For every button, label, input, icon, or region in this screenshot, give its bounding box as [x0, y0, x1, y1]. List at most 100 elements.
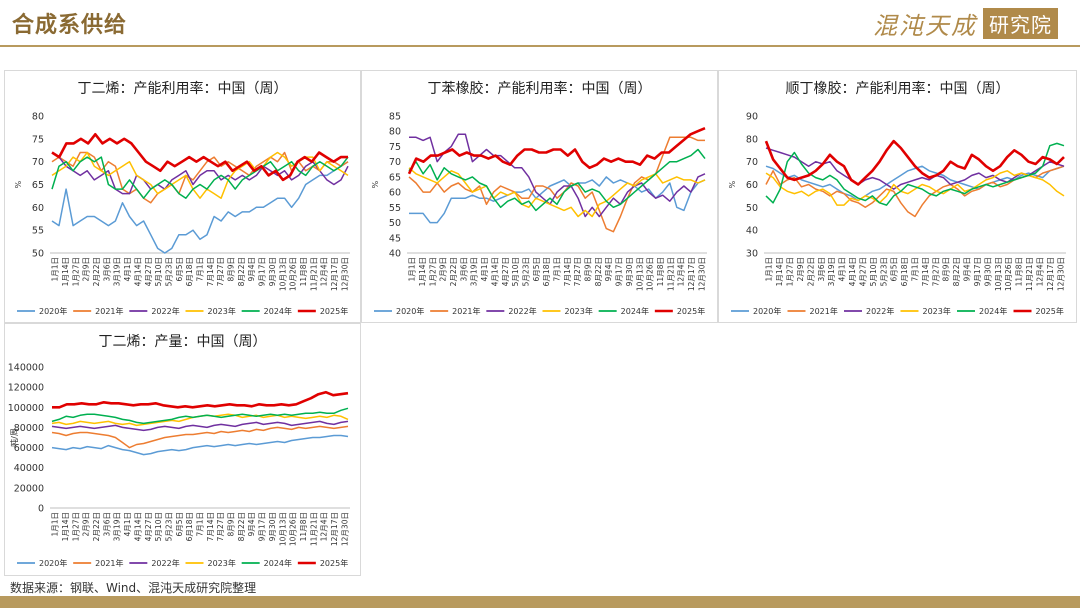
series-line-2022 [51, 151, 349, 195]
x-tick-label: 10月13日 [994, 257, 1003, 291]
x-tick-label: 5月10日 [511, 257, 520, 286]
x-tick-label: 11月21日 [309, 257, 318, 291]
series-line-2020 [51, 161, 349, 254]
x-tick-label: 9月30日 [268, 512, 277, 541]
x-tick-label: 1月1日 [51, 257, 60, 282]
x-tick-label: 12月17日 [1046, 257, 1055, 291]
y-tick-label: 0 [38, 504, 44, 515]
x-tick-label: 6月5日 [175, 257, 184, 282]
series-line-2025 [51, 132, 348, 182]
x-tick-label: 6月5日 [175, 512, 184, 537]
x-tick-label: 3月19日 [113, 257, 122, 286]
chart-title: 丁二烯：产量：中国（周） [99, 334, 267, 350]
x-tick-label: 6月5日 [890, 257, 899, 282]
x-tick-label: 8月9日 [942, 257, 951, 282]
y-tick-label: 30 [746, 249, 758, 260]
x-tick-label: 7月1日 [196, 512, 205, 537]
legend-label: 2023年 [923, 306, 951, 316]
x-tick-label: 7月27日 [931, 257, 940, 286]
legend-label: 2025年 [320, 558, 348, 568]
x-tick-label: 11月8日 [1015, 257, 1024, 286]
x-tick-label: 5月10日 [154, 512, 163, 541]
y-tick-label: 80000 [14, 423, 44, 434]
y-tick-label: 60 [389, 188, 401, 199]
x-tick-label: 4月27日 [144, 512, 153, 541]
y-tick-label: 75 [389, 142, 401, 153]
page-header: 合成系供给 混沌天成 研究院 [0, 0, 1080, 48]
x-tick-label: 10月13日 [278, 512, 287, 546]
chart-sbr-utilization: 丁苯橡胶：产能利用率：中国（周） 40 45 50 55 60 65 70 75 80 85% 1月1… [371, 80, 707, 316]
series-line-2023 [765, 170, 1065, 206]
y-tick-label: 20000 [14, 483, 44, 494]
x-tick-label: 6月5日 [532, 257, 541, 282]
x-tick-label: 11月8日 [299, 257, 308, 286]
x-tick-label: 9月4日 [604, 257, 613, 282]
legend-label: 2025年 [1036, 306, 1064, 316]
x-tick-label: 3月6日 [817, 257, 826, 282]
y-tick-label: 70 [389, 157, 401, 168]
legend-label: 2023年 [208, 306, 236, 316]
chart-title: 丁苯橡胶：产能利用率：中国（周） [428, 80, 652, 97]
x-tick-label: 1月14日 [61, 512, 70, 541]
x-tick-label: 7月27日 [216, 257, 225, 286]
y-axis-label: % [371, 180, 380, 188]
x-tick-label: 9月4日 [247, 257, 256, 282]
x-tick-label: 2月22日 [92, 512, 101, 541]
legend-label: 2021年 [95, 558, 123, 568]
series-line-2024 [765, 142, 1065, 206]
x-tick-label: 8月22日 [237, 257, 246, 286]
page-title: 合成系供给 [12, 13, 128, 38]
y-tick-label: 55 [389, 203, 401, 214]
x-tick-label: 11月8日 [299, 512, 308, 541]
x-tick-label: 12月30日 [697, 257, 706, 291]
chart-panel-butadiene-output: 丁二烯：产量：中国（周） 0 20000 40000 60000 80000 100000 1… [4, 323, 361, 576]
x-tick-label: 7月1日 [911, 257, 920, 282]
y-tick-label: 140000 [8, 363, 44, 374]
x-tick-label: 7月27日 [216, 512, 225, 541]
y-tick-label: 100000 [8, 403, 44, 414]
legend-label: 2024年 [979, 306, 1007, 316]
x-tick-label: 7月1日 [553, 257, 562, 282]
x-tick-label: 12月4日 [320, 257, 329, 286]
y-tick-label: 40 [389, 249, 401, 260]
x-tick-label: 8月9日 [227, 257, 236, 282]
x-tick-label: 10月13日 [635, 257, 644, 291]
y-tick-label: 70 [32, 157, 44, 168]
x-tick-label: 6月18日 [900, 257, 909, 286]
legend-label: 2020年 [753, 306, 781, 316]
x-tick-label: 5月10日 [154, 257, 163, 286]
y-tick-label: 60 [746, 180, 758, 191]
chart-panel-br-utilization: 顺丁橡胶：产能利用率：中国（周） 30 40 50 60 70 80 90% 1月1日 1月14日… [718, 70, 1077, 323]
x-tick-label: 4月14日 [848, 257, 857, 286]
x-tick-label: 9月17日 [615, 257, 624, 286]
legend-label: 2024年 [621, 306, 649, 316]
x-tick-label: 1月1日 [408, 257, 417, 282]
logo-box: 研究院 [983, 7, 1058, 39]
chart-butadiene-output: 丁二烯：产量：中国（周） 0 20000 40000 60000 80000 100000 1… [8, 334, 350, 568]
data-source-note: 数据来源：钢联、Wind、混沌天成研究院整理 [10, 581, 257, 595]
x-tick-label: 9月17日 [258, 512, 267, 541]
x-tick-label: 3月19日 [113, 512, 122, 541]
y-tick-label: 65 [32, 180, 44, 191]
x-tick-label: 2月9日 [82, 512, 91, 537]
x-tick-label: 12月4日 [1035, 257, 1044, 286]
series-line-2022 [51, 420, 349, 432]
x-tick-label: 1月14日 [418, 257, 427, 286]
x-tick-label: 7月14日 [563, 257, 572, 286]
footer-bar [0, 596, 1080, 608]
x-tick-label: 5月23日 [521, 257, 530, 286]
y-tick-label: 40000 [14, 463, 44, 474]
x-tick-label: 7月14日 [921, 257, 930, 286]
x-tick-label: 4月27日 [858, 257, 867, 286]
company-logo: 混沌天成 研究院 [873, 6, 1058, 40]
legend-label: 2020年 [39, 306, 67, 316]
x-tick-label: 4月1日 [123, 512, 132, 537]
x-tick-label: 2月22日 [449, 257, 458, 286]
x-tick-label: 9月30日 [268, 257, 277, 286]
x-tick-label: 3月6日 [459, 257, 468, 282]
y-tick-label: 80 [389, 127, 401, 138]
chart-panel-butadiene-utilization: 丁二烯：产能利用率：中国（周） 50 55 60 65 70 75 80% 1月1日 1月14日 1… [4, 70, 361, 323]
legend-label: 2024年 [264, 306, 292, 316]
legend-label: 2025年 [677, 306, 705, 316]
y-tick-label: 90 [746, 112, 758, 123]
